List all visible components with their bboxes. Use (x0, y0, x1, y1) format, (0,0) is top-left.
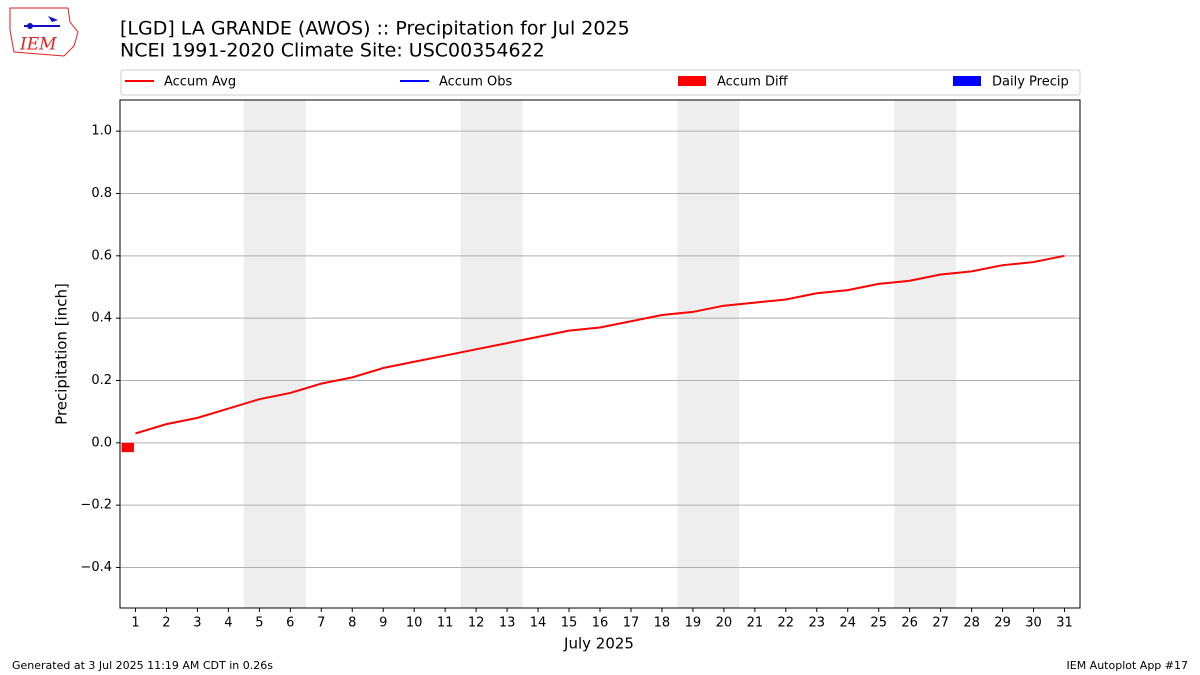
y-tick-label: 0.0 (91, 435, 112, 450)
y-axis-label: Precipitation [inch] (53, 283, 71, 425)
x-tick-label: 14 (530, 616, 547, 631)
y-tick-label: 0.2 (91, 373, 112, 388)
chart-subtitle: NCEI 1991-2020 Climate Site: USC00354622 (120, 40, 545, 62)
x-tick-label: 17 (623, 616, 640, 631)
weekend-span (894, 100, 957, 608)
x-tick-label: 23 (809, 616, 826, 631)
x-tick-label: 5 (255, 616, 263, 631)
y-tick-label: −0.4 (80, 560, 112, 575)
series-line (135, 254, 1065, 435)
x-tick-label: 1 (131, 616, 139, 631)
x-tick-label: 13 (499, 616, 516, 631)
y-tick-label: 0.8 (91, 186, 112, 201)
x-tick-label: 6 (286, 616, 294, 631)
logo: IEM (9, 7, 79, 57)
x-tick-label: 27 (932, 616, 949, 631)
weekend-span (243, 100, 306, 608)
x-tick-label: 31 (1056, 616, 1073, 631)
y-tick-label: −0.2 (80, 498, 112, 513)
x-tick-label: 2 (162, 616, 170, 631)
logo-text: IEM (19, 35, 57, 55)
x-tick-label: 30 (1025, 616, 1042, 631)
x-tick-label: 3 (193, 616, 201, 631)
legend (120, 69, 1081, 96)
legend-swatch (953, 76, 981, 86)
x-tick-label: 19 (685, 616, 702, 631)
x-tick-label: 9 (379, 616, 387, 631)
legend-label: Accum Avg (164, 75, 236, 90)
legend-swatch (678, 76, 706, 86)
legend-label: Accum Obs (439, 75, 512, 90)
x-tick-label: 15 (561, 616, 578, 631)
x-tick-label: 12 (468, 616, 485, 631)
x-tick-label: 24 (839, 616, 856, 631)
x-tick-label: 8 (348, 616, 356, 631)
footer-left: Generated at 3 Jul 2025 11:19 AM CDT in … (12, 659, 273, 672)
x-tick-label: 4 (224, 616, 232, 631)
y-tick-label: 1.0 (91, 124, 112, 139)
weekend-span (677, 100, 740, 608)
x-tick-label: 18 (654, 616, 671, 631)
x-tick-label: 25 (870, 616, 887, 631)
x-tick-label: 26 (901, 616, 918, 631)
x-axis-label: July 2025 (563, 635, 634, 653)
x-tick-label: 28 (963, 616, 980, 631)
x-tick-label: 29 (994, 616, 1011, 631)
x-tick-label: 11 (437, 616, 454, 631)
x-tick-label: 7 (317, 616, 325, 631)
weekend-span (460, 100, 523, 608)
legend-label: Accum Diff (717, 75, 789, 90)
x-tick-label: 22 (778, 616, 795, 631)
chart-title: [LGD] LA GRANDE (AWOS) :: Precipitation … (120, 18, 630, 40)
bar (121, 442, 134, 453)
x-tick-label: 10 (406, 616, 423, 631)
footer-right: IEM Autoplot App #17 (1067, 659, 1189, 672)
x-tick-label: 16 (592, 616, 609, 631)
y-tick-label: 0.6 (91, 248, 112, 263)
y-tick-label: 0.4 (91, 311, 112, 326)
x-tick-label: 20 (716, 616, 733, 631)
plot-frame (119, 99, 1081, 609)
x-tick-label: 21 (747, 616, 764, 631)
legend-label: Daily Precip (992, 75, 1069, 90)
